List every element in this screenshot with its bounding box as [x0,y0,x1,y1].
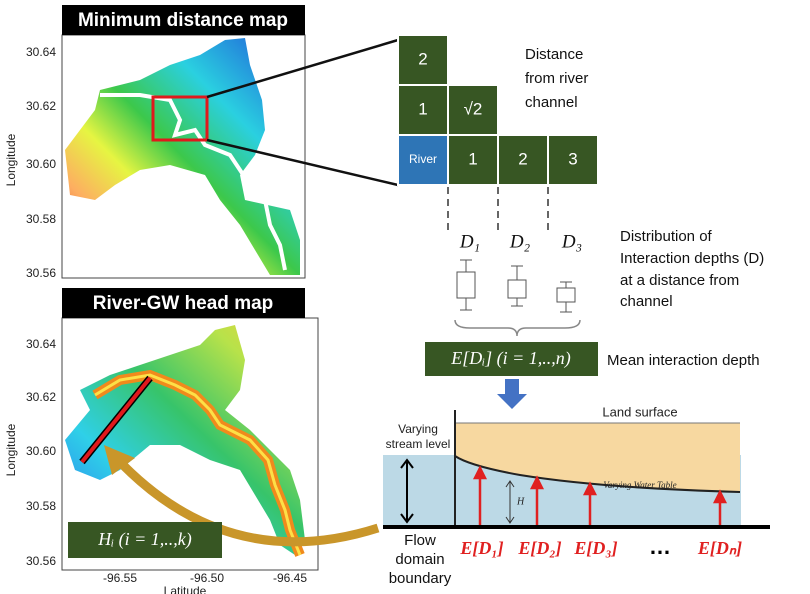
label: H [516,496,525,507]
depth-label: E[Dₙ] [697,538,742,558]
d-label: D₃ [561,231,582,252]
label: boundary [389,570,452,587]
x-tick-label: -96.50 [190,571,224,585]
y-tick-label: 30.56 [26,266,56,280]
map-title: Minimum distance map [78,10,288,31]
figure: Minimum distance map 30.64 30.62 30.60 3… [0,0,810,594]
label: domain [395,551,444,568]
y-tick-label: 30.60 [26,444,56,458]
map-title: River-GW head map [93,293,274,314]
boxplots [457,260,575,312]
cell-label: 3 [568,149,577,168]
caption: at a distance from [620,272,739,289]
cell-label: √2 [464,99,483,118]
d-label: D₂ [509,231,531,252]
y-tick-label: 30.58 [26,499,56,513]
label: stream level [386,437,451,451]
cell-label: 1 [468,149,477,168]
caption: channel [525,94,578,111]
y-tick-label: 30.58 [26,212,56,226]
ellipsis: … [649,534,671,559]
caption: channel [620,293,673,310]
cell-label: 1 [418,99,427,118]
label: Flow [404,532,436,549]
caption: from river [525,70,588,87]
cell-label: 2 [418,49,427,68]
depth-label: E[D₁] [459,538,503,558]
down-arrow [497,379,527,409]
y-tick-label: 30.56 [26,554,56,568]
cell-label: River [409,152,437,166]
x-tick-label: -96.45 [273,571,307,585]
h-label: Hᵢ (i = 1,..,k) [97,529,191,550]
depth-label: E[D₂] [517,538,561,558]
d-label: D₁ [459,231,480,252]
box [457,272,475,298]
brace [455,320,580,336]
y-tick-label: 30.60 [26,157,56,171]
box [557,288,575,302]
x-tick-label: -96.55 [103,571,137,585]
label: Varying Water Table [603,480,676,490]
y-tick-label: 30.62 [26,390,56,404]
caption: Mean interaction depth [607,352,760,369]
caption: Distance [525,46,583,63]
y-axis-label: Longitude [4,133,18,186]
label: Land surface [602,404,677,419]
caption: Interaction depths (D) [620,250,764,267]
box [508,280,526,298]
y-axis-label: Longitude [4,423,18,476]
y-tick-label: 30.62 [26,99,56,113]
caption: Distribution of [620,228,713,245]
cell-label: 2 [518,149,527,168]
depth-label: E[D₃] [573,538,617,558]
mean-label: E[Dᵢ] (i = 1,..,n) [450,348,571,369]
y-tick-label: 30.64 [26,337,56,351]
dashes [448,187,548,232]
y-tick-label: 30.64 [26,45,56,59]
x-axis-label: Latitude [164,584,207,594]
label: Varying [398,422,438,436]
